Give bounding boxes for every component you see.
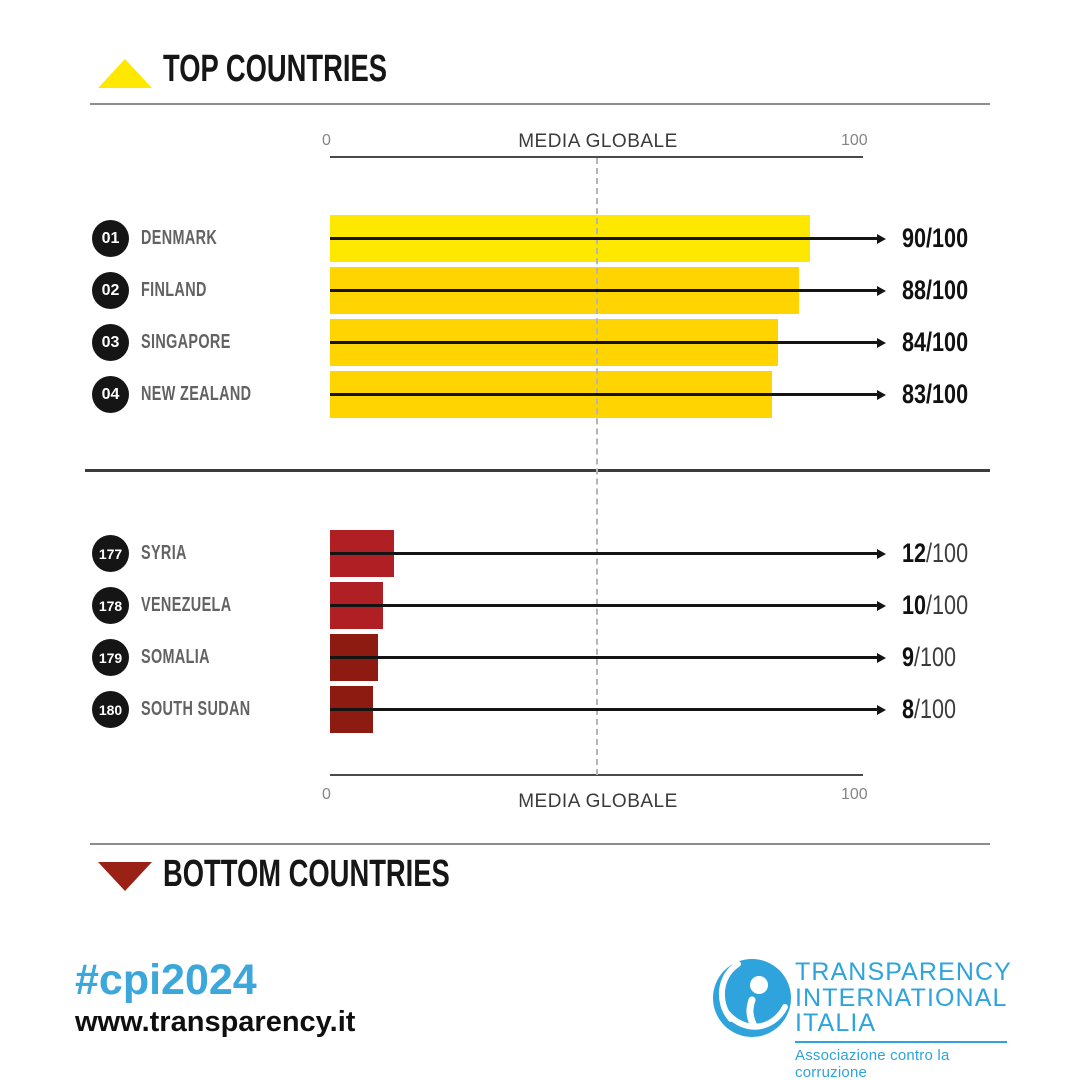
bottom-axis-max-label: 100: [841, 786, 868, 803]
website-url: www.transparency.it: [75, 1006, 356, 1038]
country-label: SINGAPORE: [141, 331, 231, 353]
rank-badge: 02: [92, 272, 129, 309]
country-label: VENEZUELA: [141, 594, 232, 616]
score-value: 8/100: [902, 694, 957, 724]
logo-text-block: TRANSPARENCY INTERNATIONAL ITALIA Associ…: [795, 958, 1012, 1080]
logo-line-2: INTERNATIONAL: [795, 983, 1008, 1012]
connector-arrow: [330, 234, 886, 243]
rank-badge: 179: [92, 639, 129, 676]
country-label: SOMALIA: [141, 646, 210, 668]
score-value: 83/100: [902, 379, 969, 409]
rank-badge: 04: [92, 376, 129, 413]
score-value: 84/100: [902, 327, 969, 357]
score-value: 10/100: [902, 590, 969, 620]
connector-arrow: [330, 705, 886, 714]
rank-number: 02: [101, 281, 120, 299]
logo-line-3: ITALIA: [795, 1009, 877, 1037]
score-value: 9/100: [902, 642, 957, 672]
score-value: 88/100: [902, 275, 969, 305]
global-average-dashed-line: [596, 158, 598, 775]
bottom-header-rule: [90, 843, 990, 845]
country-row: 180 SOUTH SUDAN 8/100: [0, 686, 1080, 733]
rank-number: 03: [101, 333, 120, 351]
rank-number: 177: [98, 545, 123, 562]
top-axis-line: [330, 156, 863, 158]
country-label: DENMARK: [141, 227, 218, 249]
country-label: SOUTH SUDAN: [141, 698, 251, 720]
rank-number: 179: [98, 649, 123, 666]
rank-badge: 180: [92, 691, 129, 728]
bottom-axis-min-label: 0: [322, 786, 331, 803]
score-value: 12/100: [902, 538, 969, 568]
top-axis-center-label: MEDIA GLOBALE: [518, 131, 678, 152]
triangle-up-icon: [98, 59, 152, 88]
rank-badge: 178: [92, 587, 129, 624]
hashtag-text: #cpi2024: [75, 956, 257, 1004]
bottom-section-title: BOTTOM COUNTRIES: [163, 853, 450, 895]
country-row: 178 VENEZUELA 10/100: [0, 582, 1080, 629]
country-row: 177 SYRIA 12/100: [0, 530, 1080, 577]
country-row: 03 SINGAPORE 84/100: [0, 319, 1080, 366]
rank-number: 180: [98, 701, 123, 718]
country-row: 179 SOMALIA 9/100: [0, 634, 1080, 681]
transparency-international-globe-icon: [713, 959, 791, 1037]
rank-number: 04: [101, 385, 120, 403]
rank-badge: 177: [92, 535, 129, 572]
connector-arrow: [330, 601, 886, 610]
top-section-title: TOP COUNTRIES: [163, 48, 387, 90]
rank-number: 01: [101, 229, 120, 247]
rank-number: 178: [98, 597, 123, 614]
country-label: FINLAND: [141, 279, 207, 301]
country-row: 02 FINLAND 88/100: [0, 267, 1080, 314]
connector-arrow: [330, 549, 886, 558]
rank-badge: 01: [92, 220, 129, 257]
top-axis-max-label: 100: [841, 132, 868, 149]
connector-arrow: [330, 653, 886, 662]
country-row: 01 DENMARK 90/100: [0, 215, 1080, 262]
bottom-axis-center-label: MEDIA GLOBALE: [518, 791, 678, 812]
connector-arrow: [330, 286, 886, 295]
score-value: 90/100: [902, 223, 969, 253]
top-axis-min-label: 0: [322, 132, 331, 149]
rank-badge: 03: [92, 324, 129, 361]
logo-rule: [795, 1040, 1007, 1043]
connector-arrow: [330, 338, 886, 347]
country-label: NEW ZEALAND: [141, 383, 252, 405]
logo-line-1: TRANSPARENCY: [795, 958, 1012, 986]
logo-tagline: Associazione contro la corruzione: [795, 1046, 950, 1080]
country-label: SYRIA: [141, 542, 187, 564]
triangle-down-icon: [98, 862, 152, 891]
bottom-axis-line: [330, 774, 863, 776]
connector-arrow: [330, 390, 886, 399]
country-row: 04 NEW ZEALAND 83/100: [0, 371, 1080, 418]
top-header-rule: [90, 103, 990, 105]
section-divider: [85, 469, 990, 472]
